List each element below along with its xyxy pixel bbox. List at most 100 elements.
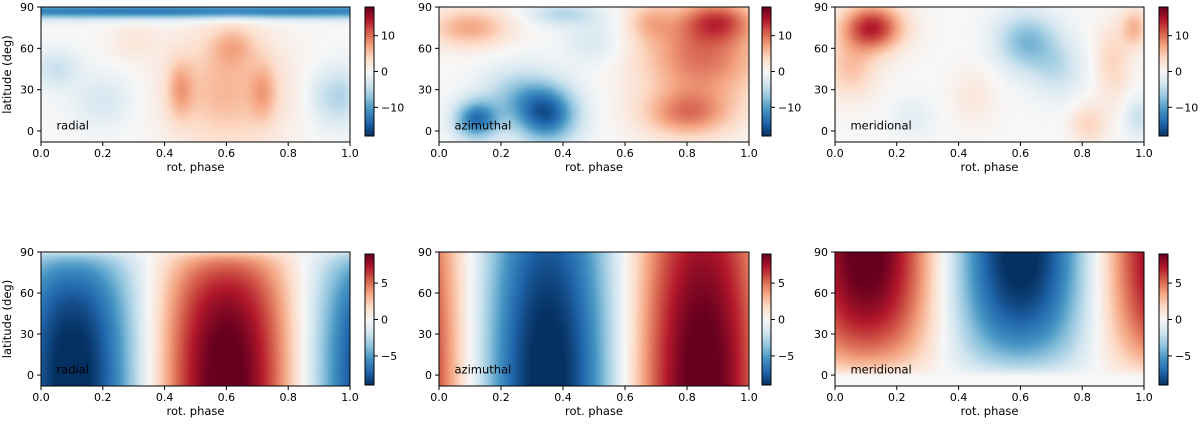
plot-frame bbox=[438, 251, 750, 387]
colorbar-gradient bbox=[365, 254, 374, 385]
x-tick-label: 1.0 bbox=[341, 147, 359, 160]
x-tick-label: 0.6 bbox=[218, 147, 236, 160]
x-tick-label: 0.0 bbox=[32, 147, 50, 160]
colorbar-tick-label: −5 bbox=[1175, 350, 1191, 363]
y-tick-label: 90 bbox=[418, 246, 432, 259]
colorbar-tick-label: 0 bbox=[1175, 314, 1182, 327]
y-tick-label: 60 bbox=[20, 42, 34, 55]
panel-meridional-1: 0.0 0.2 0.4 0.6 0.8 1.0 0 30 60 90 rot. phase merid… bbox=[814, 1, 1198, 174]
heatmap-image bbox=[439, 252, 749, 386]
panel-annotation: radial bbox=[56, 118, 89, 132]
heatmap-image bbox=[835, 7, 1144, 142]
x-axis-label: rot. phase bbox=[960, 160, 1018, 174]
panel-annotation: meridional bbox=[850, 363, 911, 377]
x-axis-label: rot. phase bbox=[960, 404, 1018, 418]
colorbar-gradient bbox=[1159, 254, 1168, 385]
y-tick-label: 30 bbox=[814, 328, 828, 341]
y-tick-label: 30 bbox=[20, 328, 34, 341]
y-tick-label: 60 bbox=[814, 42, 828, 55]
plot-frame bbox=[40, 251, 351, 387]
colorbar-tick-label: −10 bbox=[381, 101, 404, 114]
y-tick-label: 60 bbox=[418, 42, 432, 55]
colorbar-tick-label: 0 bbox=[381, 314, 388, 327]
colorbar-tick-label: 10 bbox=[381, 30, 395, 43]
colorbar-gradient bbox=[365, 7, 374, 136]
x-tick-label: 1.0 bbox=[341, 391, 359, 404]
panel-annotation: meridional bbox=[850, 118, 911, 132]
x-tick-label: 0.6 bbox=[218, 391, 236, 404]
plot-frame bbox=[834, 251, 1145, 387]
heatmap-image bbox=[41, 7, 350, 142]
panel-meridional-2: 0.0 0.2 0.4 0.6 0.8 1.0 0 30 60 90 rot. phase merid… bbox=[814, 246, 1191, 418]
colorbar-gradient bbox=[762, 254, 771, 385]
x-tick-label: 1.0 bbox=[740, 391, 758, 404]
x-tick-label: 0.0 bbox=[32, 391, 50, 404]
x-tick-label: 0.2 bbox=[888, 391, 906, 404]
panel-radial-2: 0.0 0.2 0.4 0.6 0.8 1.0 0 30 60 90 rot. phase latit… bbox=[0, 246, 397, 418]
colorbar: 5 0 −5 bbox=[364, 253, 397, 386]
x-tick-label: 0.0 bbox=[826, 391, 844, 404]
heatmap-image bbox=[439, 7, 749, 142]
y-tick-label: 0 bbox=[821, 125, 828, 138]
x-tick-label: 0.0 bbox=[430, 147, 448, 160]
y-tick-label: 30 bbox=[418, 328, 432, 341]
x-tick-label: 0.4 bbox=[156, 391, 174, 404]
x-tick-label: 0.4 bbox=[554, 147, 572, 160]
x-tick-label: 0.6 bbox=[1012, 147, 1030, 160]
x-tick-label: 0.4 bbox=[950, 391, 968, 404]
y-axis-label: latitude (deg) bbox=[0, 280, 14, 358]
x-tick-label: 1.0 bbox=[1135, 391, 1153, 404]
x-tick-label: 0.6 bbox=[1012, 391, 1030, 404]
x-tick-label: 0.8 bbox=[279, 391, 297, 404]
y-tick-label: 90 bbox=[814, 246, 828, 259]
x-axis-label: rot. phase bbox=[166, 404, 224, 418]
x-tick-label: 1.0 bbox=[740, 147, 758, 160]
colorbar-tick-label: 0 bbox=[778, 66, 785, 79]
x-tick-label: 0.2 bbox=[888, 147, 906, 160]
x-tick-label: 0.4 bbox=[554, 391, 572, 404]
colorbar-tick-label: 0 bbox=[381, 66, 388, 79]
colorbar-tick-label: −5 bbox=[778, 350, 794, 363]
y-tick-label: 0 bbox=[425, 369, 432, 382]
y-tick-label: 60 bbox=[20, 287, 34, 300]
x-tick-label: 0.8 bbox=[279, 147, 297, 160]
y-axis-label: latitude (deg) bbox=[0, 35, 14, 113]
panel-annotation: azimuthal bbox=[455, 363, 512, 377]
plot-frame bbox=[834, 6, 1145, 143]
x-tick-label: 0.8 bbox=[1073, 391, 1091, 404]
colorbar-tick-label: −5 bbox=[381, 350, 397, 363]
colorbar: 10 0 −10 bbox=[761, 6, 801, 137]
x-tick-label: 0.8 bbox=[1073, 147, 1091, 160]
x-axis-label: rot. phase bbox=[166, 160, 224, 174]
colorbar-tick-label: 5 bbox=[1175, 277, 1182, 290]
x-axis-label: rot. phase bbox=[565, 404, 623, 418]
colorbar-tick-label: 0 bbox=[778, 314, 785, 327]
y-tick-label: 60 bbox=[418, 287, 432, 300]
y-tick-label: 0 bbox=[27, 125, 34, 138]
x-tick-label: 0.8 bbox=[678, 147, 696, 160]
y-tick-label: 30 bbox=[418, 84, 432, 97]
x-tick-label: 0.2 bbox=[492, 147, 510, 160]
x-tick-label: 1.0 bbox=[1135, 147, 1153, 160]
y-tick-label: 30 bbox=[20, 84, 34, 97]
y-tick-label: 30 bbox=[814, 84, 828, 97]
y-tick-label: 90 bbox=[418, 1, 432, 14]
heatmap-image bbox=[41, 252, 350, 386]
colorbar-tick-label: 5 bbox=[381, 277, 388, 290]
y-tick-label: 60 bbox=[814, 287, 828, 300]
x-tick-label: 0.2 bbox=[94, 391, 112, 404]
colorbar-tick-label: −10 bbox=[1175, 101, 1198, 114]
colorbar-gradient bbox=[762, 7, 771, 136]
colorbar: 10 0 −10 bbox=[364, 6, 404, 137]
y-tick-label: 0 bbox=[821, 369, 828, 382]
x-tick-label: 0.4 bbox=[156, 147, 174, 160]
y-tick-label: 90 bbox=[20, 1, 34, 14]
x-tick-label: 0.2 bbox=[94, 147, 112, 160]
colorbar-gradient bbox=[1159, 7, 1168, 136]
colorbar-tick-label: 0 bbox=[1175, 66, 1182, 79]
colorbar: 5 0 −5 bbox=[761, 253, 794, 386]
panel-azimuthal-1: 0.0 0.2 0.4 0.6 0.8 1.0 0 30 60 90 rot. phase azimu… bbox=[418, 1, 801, 174]
y-tick-label: 0 bbox=[27, 369, 34, 382]
x-tick-label: 0.6 bbox=[616, 147, 634, 160]
